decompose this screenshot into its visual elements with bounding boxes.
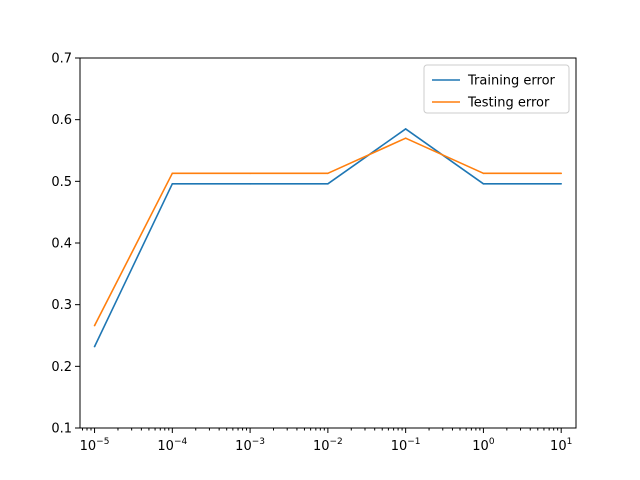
series-2-point [93,324,96,327]
x-tick-label: 100 [472,437,495,454]
series-1-point [93,345,96,348]
y-tick-label: 0.3 [51,298,72,313]
x-tick-label: 10−3 [235,437,265,454]
series-2-point [327,172,329,175]
y-tick-label: 0.1 [51,422,72,437]
y-tick-label: 0.5 [51,175,72,190]
series-1-point [404,128,407,130]
legend-label: Training error [467,74,556,89]
series-2-point [171,172,174,175]
series-1-point [249,183,251,185]
series-1-point [171,183,174,185]
y-tick-label: 0.2 [51,360,72,375]
legend: Training error Testing error [423,64,570,114]
y-tick-label: 0.6 [51,113,72,128]
x-tick-label: 10−5 [80,437,110,454]
series-2-point [560,172,562,175]
x-tick-label: 10−1 [391,437,421,454]
legend-label: Testing error [467,96,550,111]
series-1-point [482,183,485,185]
series-line-1 [93,128,562,347]
series-2-point [482,172,485,175]
series-1-point [327,183,329,185]
series-1-point [560,183,562,185]
y-axis-ticks: 0.1 0.2 0.3 0.4 0.5 0.6 0.7 [51,52,80,437]
series-layer [93,128,562,348]
y-tick-label: 0.4 [51,237,72,252]
y-tick-label: 0.7 [51,52,72,67]
x-axis-ticks: 10−5 10−4 10−3 10−2 10−1 100 101 [80,428,572,454]
legend-box [423,64,570,114]
series-2-point [249,172,251,175]
plot-area-frame [79,57,577,429]
series-2-point [404,137,407,139]
series-line-2 [93,137,562,326]
x-tick-label: 101 [550,437,572,454]
x-tick-label: 10−2 [313,437,343,454]
x-tick-label: 10−4 [157,437,187,454]
